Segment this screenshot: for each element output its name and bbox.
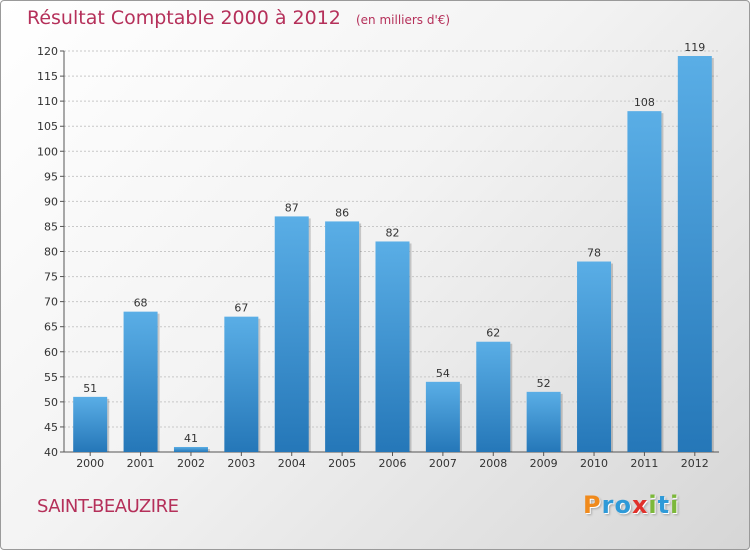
bar-2010: [577, 261, 612, 452]
data-label-2004: 87: [285, 201, 299, 214]
bar-2002: [173, 446, 208, 452]
chart-title: Résultat Comptable 2000 à 2012: [27, 7, 341, 29]
data-label-2010: 78: [587, 247, 601, 260]
bar-2000: [73, 396, 108, 452]
bar-2003: [224, 316, 259, 452]
x-tick-label: 2001: [127, 457, 155, 470]
x-tick-label: 2000: [76, 457, 104, 470]
y-tick-label: 100: [37, 145, 58, 158]
x-tick-label: 2008: [479, 457, 507, 470]
data-label-2002: 41: [184, 432, 198, 445]
bar-2006: [375, 241, 410, 452]
bar-2005: [325, 221, 360, 452]
data-label-2008: 62: [486, 327, 500, 340]
data-label-2005: 86: [335, 206, 349, 219]
x-tick-label: 2012: [681, 457, 709, 470]
chart-title-block: Résultat Comptable 2000 à 2012 (en milli…: [27, 7, 450, 29]
y-tick-label: 120: [37, 45, 58, 58]
data-label-2001: 68: [134, 297, 148, 310]
commune-name: SAINT-BEAUZIRE: [37, 496, 179, 517]
bar-2012: [677, 56, 712, 452]
bar-2007: [425, 381, 460, 452]
x-tick-label: 2003: [227, 457, 255, 470]
y-tick-label: 50: [44, 396, 58, 409]
logo-letter: x: [631, 491, 649, 519]
data-label-2007: 54: [436, 367, 450, 380]
y-tick-label: 45: [44, 421, 58, 434]
bar-2004: [274, 216, 309, 452]
bar-2008: [476, 341, 511, 452]
bar-2001: [123, 311, 158, 452]
x-tick-label: 2009: [530, 457, 558, 470]
y-tick-label: 90: [44, 195, 58, 208]
data-label-2003: 67: [234, 302, 248, 315]
y-tick-label: 60: [44, 346, 58, 359]
y-tick-label: 75: [44, 271, 58, 284]
logo-letter: i: [648, 491, 658, 519]
data-label-2011: 108: [634, 96, 655, 109]
y-tick-label: 105: [37, 120, 58, 133]
chart-subtitle: (en milliers d'€): [355, 13, 451, 27]
logo-letter: i: [670, 491, 680, 519]
x-tick-label: 2002: [177, 457, 205, 470]
x-tick-label: 2011: [630, 457, 658, 470]
data-label-2009: 52: [537, 377, 551, 390]
bar-2009: [526, 391, 561, 452]
y-tick-label: 95: [44, 170, 58, 183]
x-tick-label: 2006: [379, 457, 407, 470]
logo-letter: P: [583, 491, 602, 519]
y-tick-label: 40: [44, 446, 58, 459]
y-tick-label: 80: [44, 246, 58, 259]
y-tick-label: 65: [44, 321, 58, 334]
y-tick-label: 55: [44, 371, 58, 384]
logo-letter: o: [614, 491, 632, 519]
bar-2011: [627, 111, 662, 453]
proxiti-logo: Proxiti: [583, 491, 679, 519]
data-label-2012: 119: [684, 41, 705, 54]
x-tick-label: 2005: [328, 457, 356, 470]
x-tick-label: 2007: [429, 457, 457, 470]
data-label-2000: 51: [83, 382, 97, 395]
logo-letter: r: [601, 491, 615, 519]
y-tick-label: 115: [37, 70, 58, 83]
x-tick-label: 2010: [580, 457, 608, 470]
y-tick-label: 85: [44, 220, 58, 233]
logo-letter: t: [657, 491, 671, 519]
y-tick-label: 70: [44, 296, 58, 309]
y-tick-label: 110: [37, 95, 58, 108]
x-tick-label: 2004: [278, 457, 306, 470]
data-label-2006: 82: [386, 226, 400, 239]
